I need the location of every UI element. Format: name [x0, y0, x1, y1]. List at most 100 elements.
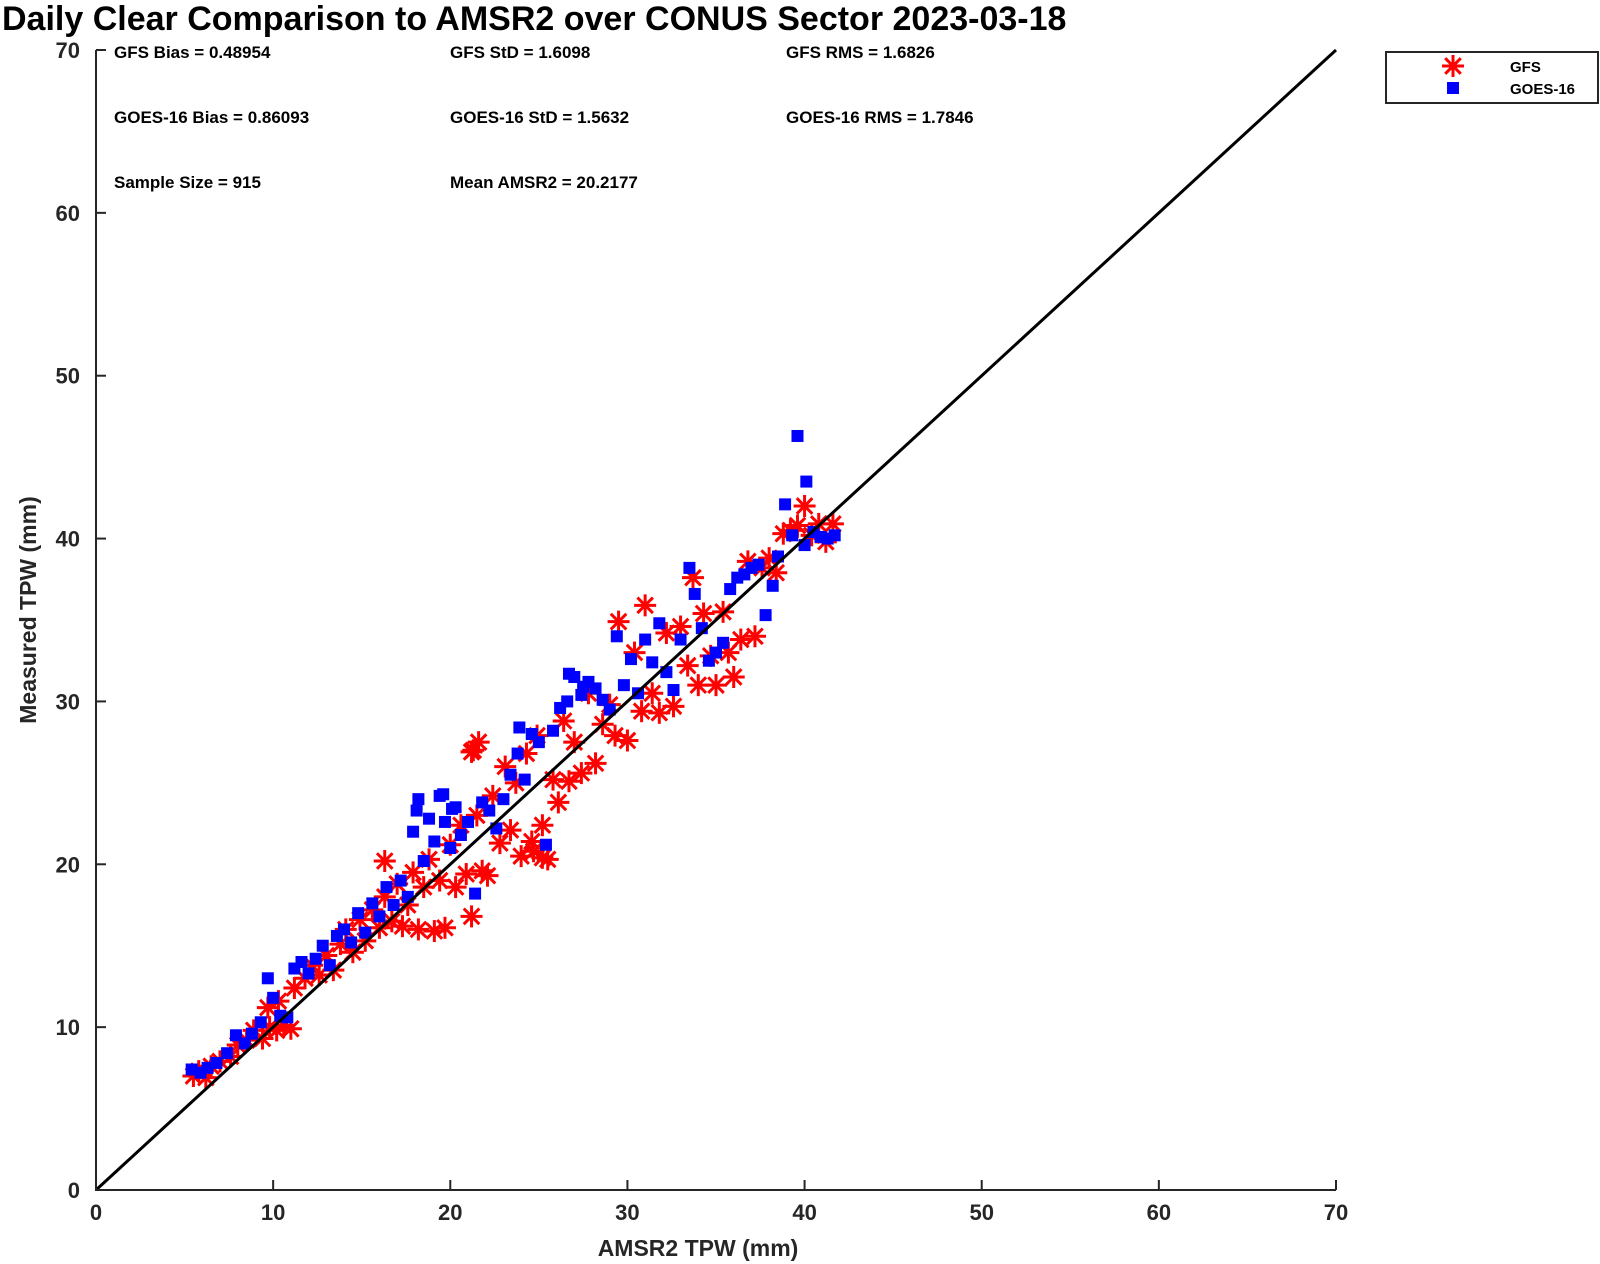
- gfs-point: [402, 861, 425, 884]
- legend-asterisk-icon: [1442, 55, 1464, 77]
- goes-point: [504, 768, 517, 781]
- goes-point: [674, 633, 687, 646]
- gfs-point: [607, 610, 630, 633]
- goes-point: [539, 838, 552, 851]
- y-tick-label: 50: [56, 364, 80, 389]
- legend-goes-marker: [1447, 82, 1459, 94]
- x-tick-label: 50: [969, 1200, 993, 1225]
- goes-point: [462, 815, 474, 828]
- goes-point: [423, 812, 436, 825]
- goes-point: [518, 773, 531, 786]
- gfs-point: [641, 682, 664, 705]
- gfs-point: [444, 876, 467, 899]
- x-axis-ticks: 0 10 20 30 40 50 60 70: [90, 1180, 1348, 1225]
- goes-point: [791, 429, 804, 442]
- goes-point: [511, 747, 524, 760]
- y-tick-label: 10: [56, 1015, 80, 1040]
- gfs-point: [634, 594, 657, 617]
- y-tick-label: 0: [68, 1178, 80, 1203]
- x-tick-label: 60: [1147, 1200, 1171, 1225]
- x-tick-label: 40: [792, 1200, 816, 1225]
- goes-point: [254, 1016, 267, 1029]
- gfs-point: [743, 625, 766, 648]
- x-axis-label: AMSR2 TPW (mm): [598, 1235, 799, 1261]
- gfs-point: [373, 850, 396, 873]
- x-tick-label: 30: [615, 1200, 639, 1225]
- goes-point: [373, 910, 386, 923]
- gfs-point: [616, 729, 639, 752]
- goes-point: [779, 498, 792, 511]
- goes-point: [532, 736, 545, 749]
- gfs-point: [584, 752, 607, 775]
- goes-point: [786, 529, 799, 542]
- gfs-point: [476, 864, 499, 887]
- gfs-point: [460, 740, 483, 763]
- stat-gfs-bias: GFS Bias = 0.48954: [114, 43, 271, 62]
- gfs-point: [662, 695, 685, 718]
- goes-point: [316, 939, 329, 952]
- goes-point: [624, 653, 637, 666]
- gfs-point: [488, 832, 511, 855]
- plot-area: 0 10 20 30 40 50 60 70 0 10 20 30 40 50 60 70: [56, 38, 1349, 1225]
- goes-point: [577, 680, 590, 693]
- goes-point: [469, 887, 482, 900]
- y-tick-label: 20: [56, 852, 80, 877]
- goes-point: [683, 561, 696, 574]
- legend-gfs-marker: [1442, 55, 1464, 77]
- gfs-point: [722, 666, 745, 688]
- gfs-point: [630, 700, 653, 723]
- goes-point: [562, 667, 575, 680]
- goes-point: [302, 967, 315, 980]
- goes-point: [245, 1027, 258, 1040]
- x-tick-label: 70: [1324, 1200, 1348, 1225]
- goes-point: [547, 724, 560, 737]
- goes-point: [596, 693, 609, 706]
- goes-point: [717, 636, 730, 649]
- goes-point: [338, 923, 350, 936]
- goes-point: [759, 609, 772, 622]
- goes-point: [444, 842, 457, 854]
- chart-title: Daily Clear Comparison to AMSR2 over CON…: [2, 0, 1066, 38]
- goes-point: [724, 583, 737, 596]
- goes-point: [561, 695, 574, 708]
- gfs-point: [557, 770, 580, 793]
- goes-point: [653, 617, 666, 630]
- goes-point: [352, 907, 365, 920]
- goes-point: [710, 646, 722, 659]
- legend-goes-label: GOES-16: [1510, 81, 1575, 98]
- goes-point: [828, 529, 841, 542]
- gfs-point: [547, 791, 570, 814]
- goes-point: [454, 828, 467, 841]
- goes-point: [210, 1056, 223, 1069]
- statistics-annotations: GFS Bias = 0.48954 GFS StD = 1.6098 GFS …: [114, 43, 974, 192]
- goes-point: [437, 788, 450, 801]
- stat-gfs-std: GFS StD = 1.6098: [450, 43, 590, 62]
- series-goes-16: [185, 429, 841, 1079]
- goes-point: [345, 936, 358, 949]
- legend-box: [1385, 51, 1599, 104]
- goes-point: [438, 815, 451, 828]
- x-tick-label: 20: [438, 1200, 462, 1225]
- stat-mean-amsr2: Mean AMSR2 = 20.2177: [450, 173, 638, 192]
- y-tick-label: 40: [56, 527, 80, 552]
- gfs-point: [676, 654, 699, 677]
- one-to-one-line: [94, 48, 1338, 1192]
- goes-point: [483, 804, 496, 817]
- goes-point: [589, 682, 602, 695]
- stat-gfs-rms: GFS RMS = 1.6826: [786, 43, 935, 62]
- goes-point: [281, 1011, 294, 1024]
- goes-point: [359, 926, 372, 939]
- x-tick-label: 10: [261, 1200, 285, 1225]
- stat-goes-std: GOES-16 StD = 1.5632: [450, 108, 629, 127]
- goes-point: [752, 558, 765, 571]
- goes-point: [323, 959, 336, 972]
- goes-point: [238, 1037, 251, 1050]
- goes-point: [428, 835, 441, 848]
- stat-goes-bias: GOES-16 Bias = 0.86093: [114, 108, 309, 127]
- goes-point: [617, 679, 630, 692]
- goes-point: [387, 899, 400, 911]
- gfs-point: [793, 495, 816, 517]
- goes-point: [646, 656, 659, 669]
- gfs-point: [705, 674, 727, 697]
